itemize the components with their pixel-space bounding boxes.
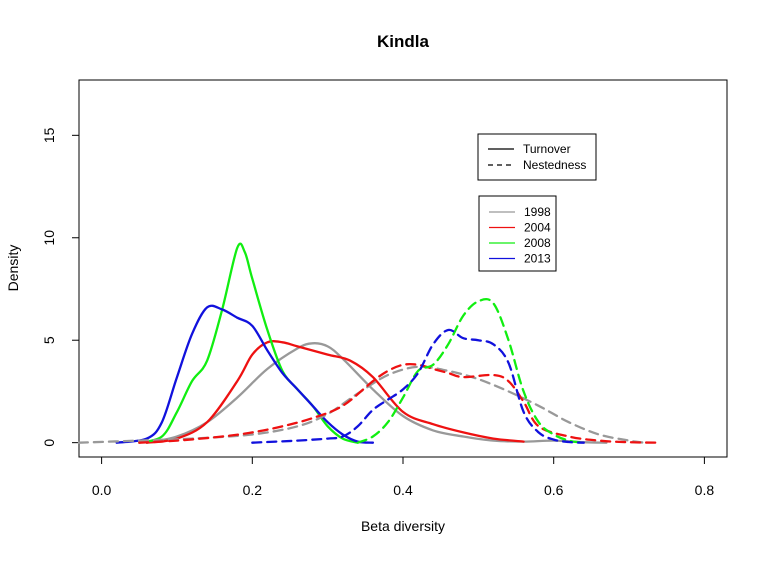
series-2008-nestedness [356,297,585,444]
legend-line-type-label: Turnover [523,142,571,156]
series-2004-turnover [145,340,525,444]
series-2013-nestedness [251,328,585,444]
y-tick-label: 0 [41,439,57,447]
series-2013-turnover [115,304,375,444]
x-tick-label: 0.0 [92,482,112,498]
legend-year-label: 2004 [524,221,551,235]
x-tick-label: 0.2 [243,482,263,498]
x-axis-label: Beta diversity [361,518,445,534]
x-tick-label: 0.6 [544,482,564,498]
y-tick-label: 15 [41,127,57,143]
legend-line-type: Turnover Nestedness [477,133,597,181]
legend-year-label: 2013 [524,252,551,266]
x-tick-label: 0.4 [393,482,413,498]
plot-frame [78,79,728,458]
y-axis: 0 5 10 15 [41,127,80,447]
x-axis: 0.0 0.2 0.4 0.6 0.8 [92,456,715,498]
x-tick-label: 0.8 [695,482,715,498]
legend-line-type-box [477,133,597,181]
y-tick-label: 5 [41,336,57,344]
y-axis-label: Density [5,245,21,292]
legend-line-type-label: Nestedness [523,158,586,172]
legend-year-label: 2008 [524,236,551,250]
series-layer [77,242,661,444]
y-tick-label: 10 [41,230,57,246]
series-1998-turnover [145,342,608,444]
chart-title: Kindla [377,32,429,51]
legend-year-label: 1998 [524,205,551,219]
